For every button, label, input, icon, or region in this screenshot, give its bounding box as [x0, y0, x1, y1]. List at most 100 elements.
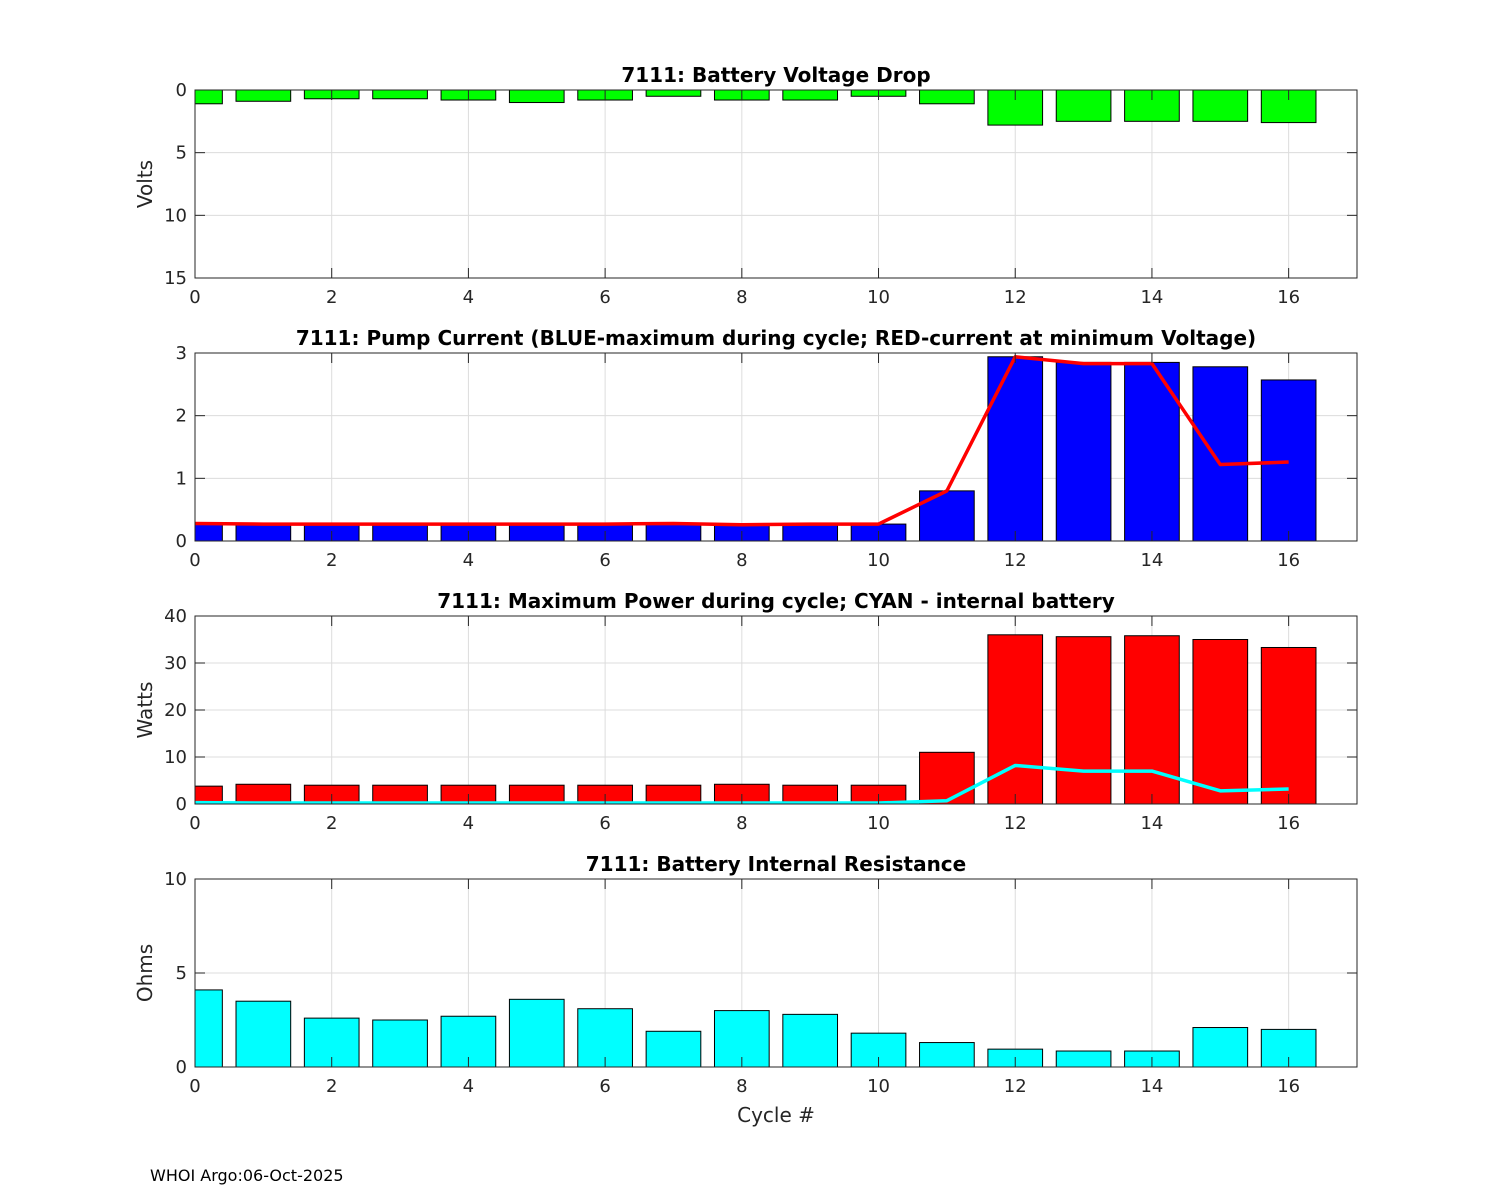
x-tick-label: 8	[736, 813, 747, 834]
x-tick-label: 4	[463, 287, 474, 308]
y-tick-label: 5	[176, 143, 187, 164]
bar	[1192, 1027, 1249, 1067]
bar	[987, 356, 1044, 541]
y-tick-label: 10	[164, 205, 187, 226]
x-tick-label: 6	[599, 1076, 610, 1097]
bar	[372, 90, 428, 100]
x-tick-label: 10	[867, 550, 890, 571]
bar	[372, 784, 428, 804]
bar	[1260, 379, 1317, 541]
x-tick-label: 4	[463, 813, 474, 834]
y-tick-label: 3	[176, 343, 187, 364]
plot-area	[195, 353, 1357, 541]
bar	[1192, 90, 1249, 122]
bar	[987, 634, 1044, 804]
x-tick-label: 0	[189, 287, 200, 308]
bar	[1192, 639, 1249, 804]
bar	[645, 90, 702, 97]
y-tick-label: 5	[176, 963, 187, 984]
bar	[235, 523, 292, 541]
x-tick-label: 10	[867, 1076, 890, 1097]
bar	[919, 90, 975, 105]
bar	[508, 784, 565, 804]
bar	[508, 523, 565, 541]
bar	[1260, 646, 1317, 804]
bar	[1055, 636, 1112, 804]
y-tick-label: 2	[176, 406, 187, 427]
y-axis-label: Watts	[133, 682, 157, 739]
x-tick-label: 8	[736, 287, 747, 308]
x-tick-label: 12	[1004, 287, 1027, 308]
x-tick-label: 12	[1004, 1076, 1027, 1097]
chart-panel-1: 0 2 4 6 8 10 12 14 16 0 5 10 15 7111: Battery Voltage…	[133, 63, 1358, 308]
marks-group	[195, 355, 1317, 541]
y-tick-label: 15	[164, 268, 187, 289]
chart-panel-3: 0 2 4 6 8 10 12 14 16 0 10 20 30 40 7111: Maximum Powe…	[133, 589, 1358, 834]
x-tick-label: 4	[463, 1076, 474, 1097]
marks-group	[195, 634, 1317, 804]
bar	[782, 784, 839, 804]
x-tick-label: 4	[463, 550, 474, 571]
x-tick-label: 12	[1004, 813, 1027, 834]
x-tick-label: 16	[1277, 813, 1300, 834]
y-tick-label: 30	[164, 653, 187, 674]
bar	[782, 523, 839, 541]
x-tick-label: 6	[599, 813, 610, 834]
bar	[235, 783, 292, 804]
y-tick-label: 0	[176, 531, 187, 552]
bar	[1192, 366, 1249, 541]
chart-title: 7111: Battery Internal Resistance	[586, 852, 966, 876]
x-tick-label: 2	[326, 550, 337, 571]
x-tick-label: 8	[736, 550, 747, 571]
plot-area	[195, 90, 1357, 278]
bar	[782, 90, 839, 101]
bar	[235, 1000, 292, 1067]
y-tick-label: 10	[164, 747, 187, 768]
axes-box	[194, 89, 1358, 279]
x-tick-label: 14	[1140, 287, 1163, 308]
y-tick-label: 0	[176, 1057, 187, 1078]
bar	[1055, 361, 1112, 541]
y-tick-label: 40	[164, 606, 187, 627]
x-tick-label: 14	[1140, 550, 1163, 571]
bar	[508, 998, 565, 1067]
x-tick-label: 0	[189, 550, 200, 571]
bar	[782, 1013, 839, 1067]
x-tick-label: 6	[599, 287, 610, 308]
bar	[508, 90, 565, 104]
x-tick-label: 16	[1277, 1076, 1300, 1097]
x-tick-label: 2	[326, 813, 337, 834]
bar	[919, 751, 975, 804]
x-tick-label: 14	[1140, 1076, 1163, 1097]
bar	[1055, 1050, 1112, 1067]
x-axis-label: Cycle #	[737, 1103, 815, 1127]
bar	[1055, 90, 1112, 122]
x-tick-label: 12	[1004, 550, 1027, 571]
x-tick-label: 16	[1277, 550, 1300, 571]
y-tick-label: 20	[164, 700, 187, 721]
bar	[372, 523, 428, 541]
x-tick-label: 0	[189, 1076, 200, 1097]
y-axis-label: Volts	[133, 160, 157, 208]
bar	[1260, 1028, 1317, 1067]
chart-title: 7111: Battery Voltage Drop	[621, 63, 930, 87]
bar	[645, 1030, 702, 1067]
x-tick-label: 10	[867, 287, 890, 308]
x-tick-label: 16	[1277, 287, 1300, 308]
x-tick-label: 10	[867, 813, 890, 834]
chart-title: 7111: Pump Current (BLUE-maximum during …	[296, 326, 1256, 350]
y-tick-label: 1	[176, 468, 187, 489]
x-tick-label: 6	[599, 550, 610, 571]
bar	[235, 90, 292, 102]
x-tick-label: 2	[326, 287, 337, 308]
bar	[645, 784, 702, 804]
y-tick-label: 0	[176, 80, 187, 101]
bar	[1124, 635, 1180, 804]
y-tick-label: 10	[164, 869, 187, 890]
x-tick-label: 2	[326, 1076, 337, 1097]
x-tick-label: 8	[736, 1076, 747, 1097]
chart-title: 7111: Maximum Power during cycle; CYAN -…	[437, 589, 1115, 613]
bar	[919, 1042, 975, 1067]
